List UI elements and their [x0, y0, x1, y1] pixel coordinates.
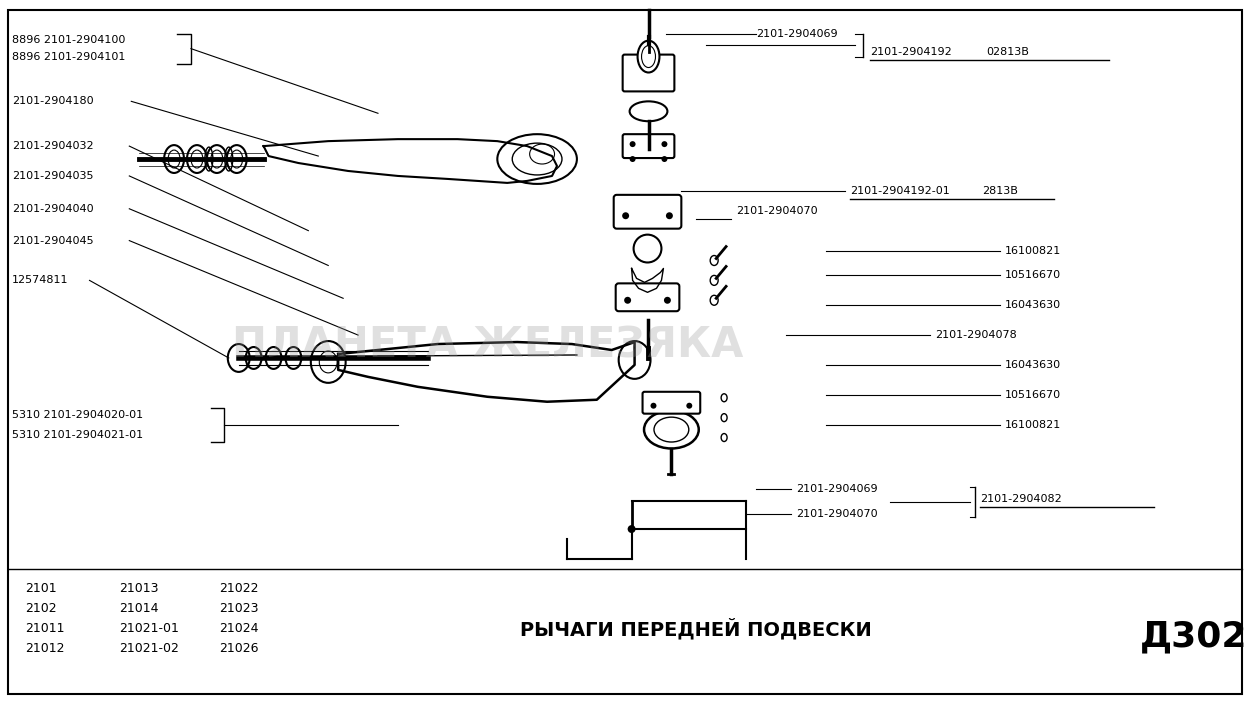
- Text: 10516670: 10516670: [1004, 270, 1061, 280]
- Text: 2101-2904032: 2101-2904032: [11, 141, 93, 151]
- Text: 2101-2904180: 2101-2904180: [11, 96, 93, 106]
- Text: 2101-2904082: 2101-2904082: [979, 494, 1061, 504]
- Text: 2813В: 2813В: [982, 186, 1018, 196]
- Text: 2101-2904040: 2101-2904040: [11, 203, 93, 214]
- Text: 5310 2101-2904021-01: 5310 2101-2904021-01: [11, 429, 143, 439]
- Text: 21013: 21013: [119, 582, 158, 595]
- Text: 16100821: 16100821: [1004, 246, 1061, 256]
- Text: 21011: 21011: [25, 622, 64, 635]
- FancyBboxPatch shape: [642, 392, 700, 414]
- Ellipse shape: [710, 295, 718, 306]
- FancyBboxPatch shape: [622, 55, 674, 92]
- Text: 21023: 21023: [219, 602, 259, 615]
- Ellipse shape: [722, 434, 727, 441]
- Circle shape: [630, 156, 636, 162]
- Ellipse shape: [644, 410, 699, 448]
- Ellipse shape: [627, 525, 636, 533]
- Text: 10516670: 10516670: [1004, 390, 1061, 400]
- Text: 2101: 2101: [25, 582, 57, 595]
- Text: 16043630: 16043630: [1004, 300, 1061, 310]
- Text: 2101-2904045: 2101-2904045: [11, 236, 93, 246]
- Ellipse shape: [710, 256, 718, 265]
- Circle shape: [666, 212, 672, 219]
- Text: 2101-2904069: 2101-2904069: [796, 484, 877, 494]
- Text: Д302: Д302: [1140, 620, 1247, 653]
- Text: 12574811: 12574811: [11, 275, 68, 285]
- Text: 21024: 21024: [219, 622, 259, 635]
- Circle shape: [661, 156, 667, 162]
- Text: 2101-2904192-01: 2101-2904192-01: [851, 186, 950, 196]
- Text: ПЛАНЕТА ЖЕЛЕЗЯКА: ПЛАНЕТА ЖЕЛЕЗЯКА: [231, 324, 743, 366]
- Text: 8896 2101-2904100: 8896 2101-2904100: [11, 34, 126, 44]
- Circle shape: [661, 141, 667, 147]
- Circle shape: [664, 297, 671, 303]
- Text: 21022: 21022: [219, 582, 259, 595]
- Ellipse shape: [637, 41, 660, 73]
- Circle shape: [630, 141, 636, 147]
- Circle shape: [622, 212, 628, 219]
- Circle shape: [625, 297, 631, 303]
- FancyBboxPatch shape: [622, 134, 674, 158]
- Text: 21021-02: 21021-02: [119, 642, 180, 655]
- Text: 2101-2904070: 2101-2904070: [737, 206, 817, 215]
- Text: 2101-2904078: 2101-2904078: [935, 330, 1017, 340]
- Ellipse shape: [630, 101, 667, 121]
- Text: 21014: 21014: [119, 602, 158, 615]
- Text: 2101-2904035: 2101-2904035: [11, 171, 93, 181]
- Text: 21012: 21012: [25, 642, 64, 655]
- Circle shape: [651, 403, 656, 409]
- Text: 5310 2101-2904020-01: 5310 2101-2904020-01: [11, 410, 143, 420]
- Text: 2101-2904070: 2101-2904070: [796, 509, 877, 519]
- Text: 16100821: 16100821: [1004, 420, 1061, 429]
- Text: 21021-01: 21021-01: [119, 622, 180, 635]
- Text: 2101-2904192: 2101-2904192: [870, 46, 952, 56]
- Text: 16043630: 16043630: [1004, 360, 1061, 370]
- Text: 2102: 2102: [25, 602, 57, 615]
- Text: 2101-2904069: 2101-2904069: [755, 29, 837, 39]
- Circle shape: [686, 403, 693, 409]
- Ellipse shape: [722, 394, 727, 402]
- Ellipse shape: [722, 414, 727, 422]
- FancyBboxPatch shape: [613, 195, 681, 229]
- FancyBboxPatch shape: [616, 284, 679, 311]
- Ellipse shape: [710, 275, 718, 285]
- Text: 21026: 21026: [219, 642, 259, 655]
- Ellipse shape: [634, 234, 661, 263]
- Text: РЫЧАГИ ПЕРЕДНЕЙ ПОДВЕСКИ: РЫЧАГИ ПЕРЕДНЕЙ ПОДВЕСКИ: [520, 617, 872, 639]
- Text: 8896 2101-2904101: 8896 2101-2904101: [11, 51, 126, 61]
- Text: 02813В: 02813В: [987, 46, 1029, 56]
